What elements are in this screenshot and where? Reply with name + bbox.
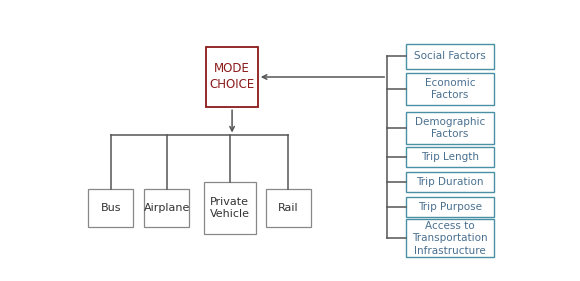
Text: Trip Duration: Trip Duration — [416, 177, 484, 187]
FancyBboxPatch shape — [144, 189, 189, 227]
FancyBboxPatch shape — [406, 73, 494, 105]
Text: MODE
CHOICE: MODE CHOICE — [209, 62, 255, 92]
Text: Access to
Transportation
Infrastructure: Access to Transportation Infrastructure — [412, 221, 488, 256]
Text: Trip Length: Trip Length — [421, 152, 479, 162]
FancyBboxPatch shape — [406, 112, 494, 144]
FancyBboxPatch shape — [266, 189, 311, 227]
Text: Bus: Bus — [100, 203, 121, 213]
FancyBboxPatch shape — [406, 172, 494, 192]
Text: Social Factors: Social Factors — [414, 51, 486, 62]
FancyBboxPatch shape — [406, 147, 494, 167]
FancyBboxPatch shape — [204, 182, 256, 234]
Text: Demographic
Factors: Demographic Factors — [415, 117, 485, 139]
FancyBboxPatch shape — [406, 44, 494, 69]
FancyBboxPatch shape — [406, 219, 494, 257]
FancyBboxPatch shape — [406, 196, 494, 217]
Text: Trip Purpose: Trip Purpose — [418, 202, 482, 212]
Text: Economic
Factors: Economic Factors — [425, 78, 476, 100]
Text: Private
Vehicle: Private Vehicle — [210, 197, 250, 219]
Text: Airplane: Airplane — [144, 203, 190, 213]
Text: Rail: Rail — [278, 203, 299, 213]
FancyBboxPatch shape — [206, 47, 258, 107]
FancyBboxPatch shape — [88, 189, 133, 227]
